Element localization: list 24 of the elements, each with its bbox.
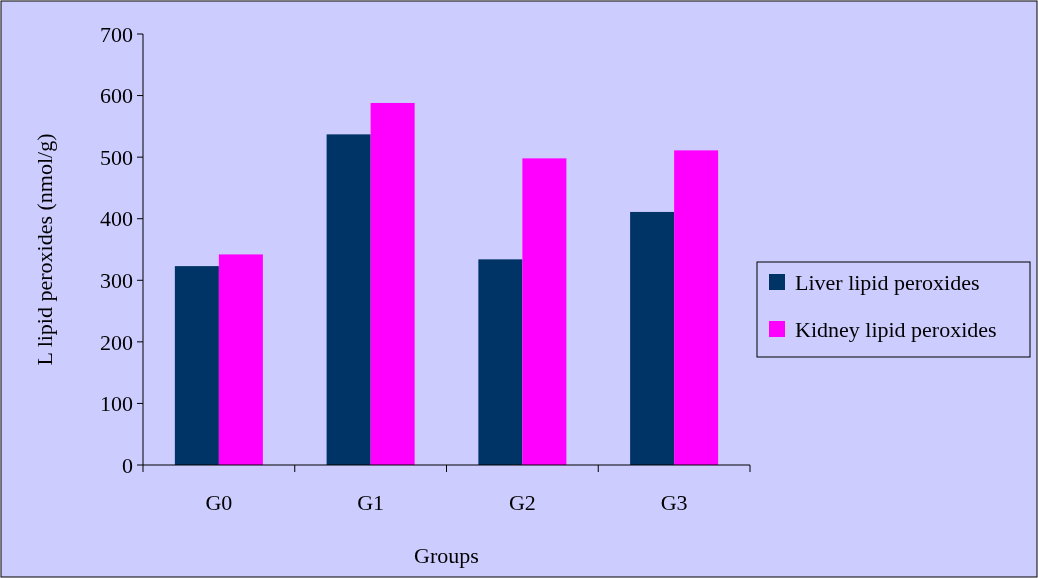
- y-tick-label: 200: [100, 329, 133, 355]
- bar: [174, 266, 219, 465]
- legend-label: Liver lipid peroxides: [795, 269, 980, 295]
- bar: [478, 259, 523, 465]
- y-tick-label: 100: [100, 391, 133, 417]
- x-axis-title: Groups: [414, 543, 479, 568]
- y-axis-title: L lipid peroxides (nmol/g): [32, 133, 57, 366]
- y-tick-label: 700: [100, 21, 133, 47]
- bar: [522, 158, 567, 465]
- x-tick-label: G0: [205, 490, 233, 515]
- bar: [326, 134, 371, 465]
- y-tick-label: 500: [100, 144, 133, 170]
- y-tick-label: 400: [100, 206, 133, 232]
- y-tick-label: 300: [100, 267, 133, 293]
- bar: [630, 211, 675, 465]
- x-tick-label: G1: [357, 490, 385, 515]
- bar: [370, 102, 415, 465]
- y-tick-label: 600: [100, 83, 133, 109]
- y-tick-label: 0: [122, 452, 133, 478]
- bar: [674, 150, 719, 465]
- bar: [218, 254, 263, 465]
- x-tick-label: G3: [660, 490, 688, 515]
- legend-label: Kidney lipid peroxides: [795, 316, 997, 342]
- x-tick-label: G2: [508, 490, 536, 515]
